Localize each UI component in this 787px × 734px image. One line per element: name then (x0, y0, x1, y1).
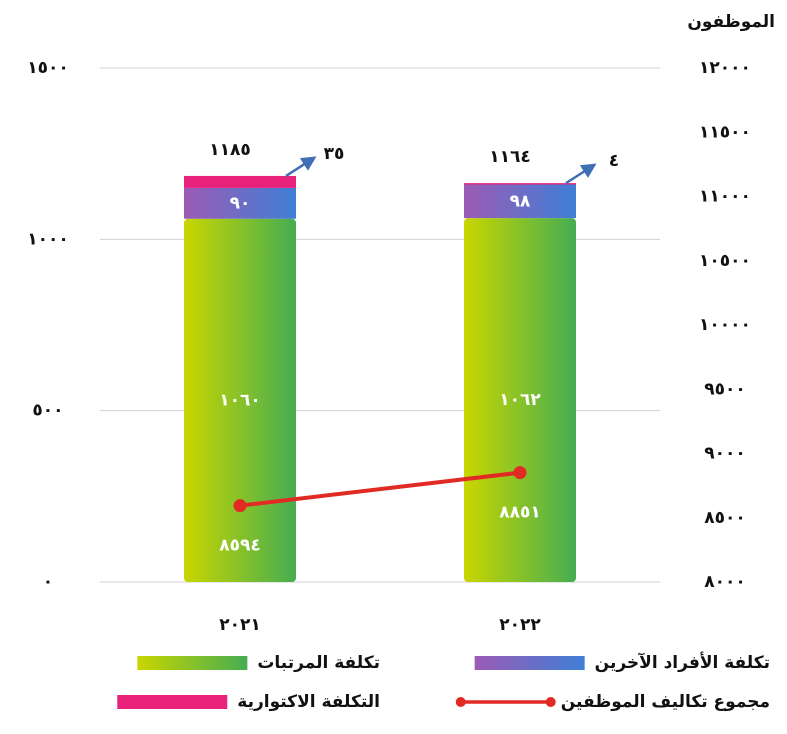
bar-segment (464, 184, 576, 219)
bar-value-label: ٤ (609, 151, 619, 171)
legend-swatch (137, 656, 248, 670)
legend-label: مجموع تكاليف الموظفين (561, 692, 770, 712)
bar-segment (464, 218, 576, 582)
legend-label: تكلفة الأفراد الآخرين (595, 652, 770, 673)
y2-tick-label: ٩٠٠٠ (704, 444, 746, 464)
y2-tick-label: ١١٠٠٠ (699, 187, 751, 207)
bar-value-label: ١٠٦٠ (219, 390, 261, 410)
y2-tick-label: ١٢٠٠٠ (699, 58, 751, 78)
y2-tick-label: ٩٥٠٠ (704, 379, 746, 399)
line-point (233, 499, 247, 513)
y2-tick-label: ٨٥٠٠ (704, 508, 746, 528)
x-tick-label: ٢٠٢١ (219, 615, 261, 635)
legend-label: تكلفة المرتبات (257, 653, 380, 673)
total-label: ١١٨٥ (209, 140, 251, 160)
legend-swatch (474, 656, 585, 670)
y-tick-label: ٠ (43, 572, 53, 592)
legend-swatch (117, 695, 228, 709)
bar-value-label: ٩٨ (510, 191, 531, 211)
total-label: ١١٦٤ (489, 147, 531, 167)
y2-tick-label: ٨٠٠٠ (704, 572, 746, 592)
y2-tick-label: ١٠٠٠٠ (699, 315, 751, 335)
y-tick-label: ١٠٠٠ (27, 229, 69, 249)
line-point (513, 466, 527, 480)
y-tick-label: ٥٠٠ (32, 401, 63, 421)
legend-swatch (455, 697, 466, 707)
y2-axis-title: الموظفون (687, 12, 775, 32)
bar-value-label: ١٠٦٢ (499, 390, 541, 410)
y2-tick-label: ١١٥٠٠ (699, 122, 751, 142)
line-series (239, 470, 521, 508)
y2-tick-label: ١٠٥٠٠ (699, 251, 751, 271)
y-tick-label: ١٥٠٠ (27, 58, 69, 78)
x-tick-label: ٢٠٢٢ (499, 615, 541, 635)
bar-value-label: ٩٠ (230, 193, 251, 213)
bar-segment (184, 187, 296, 219)
legend-swatch (545, 697, 556, 707)
line-value-label: ٨٥٩٤ (219, 536, 261, 556)
bar-segment (464, 183, 576, 185)
line-value-label: ٨٨٥١ (499, 503, 541, 523)
bar-segment (184, 175, 296, 188)
legend-label: التكلفة الاكتوارية (237, 692, 380, 712)
label-arrow (285, 156, 317, 177)
bar-segment (184, 218, 296, 583)
bar-value-label: ٣٥ (324, 144, 345, 164)
label-arrow (565, 163, 597, 185)
